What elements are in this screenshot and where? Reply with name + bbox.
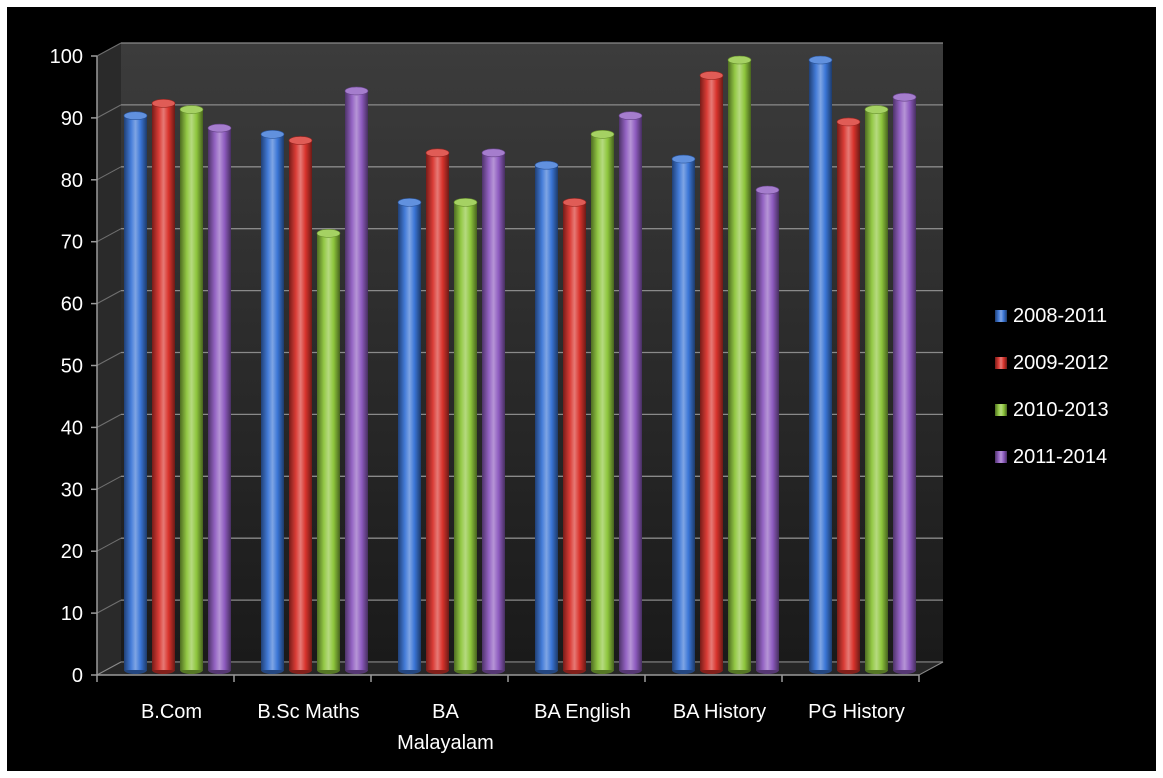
chart-svg: 0 10 20 30 40 50 60 70 80 90 100 B.Com B.Sc Maths BA… [50,42,1109,754]
bar [808,55,833,674]
x-tick-label: B.Com [141,701,202,723]
bar [671,154,696,674]
chart-frame: 0 10 20 30 40 50 60 70 80 90 100 B.Com B.Sc Maths BA… [7,7,1156,771]
y-tick-labels: 0 10 20 30 40 50 60 70 80 90 100 [50,46,83,687]
bar [344,86,369,674]
gridline-depth [96,475,122,490]
y-tick-label: 80 [61,170,83,192]
bar [453,198,478,674]
y-tick-label: 20 [61,541,83,563]
y-tick-label: 30 [61,479,83,501]
axes [91,55,920,682]
bar [179,105,204,674]
gridline-depth [96,166,122,181]
bar [123,111,148,674]
gridline-depth [96,537,122,552]
y-tick-label: 10 [61,603,83,625]
bar [590,129,615,674]
legend-item: 2008-2011 [995,305,1107,327]
bar [481,148,506,674]
bar [892,92,917,674]
legend-label: 2008-2011 [1013,305,1107,327]
x-tick-label: BA History [673,701,766,723]
legend-swatch [995,404,1007,416]
gridline-depth [96,104,122,119]
legend-swatch [995,451,1007,463]
bar [207,123,232,674]
bar [699,71,724,674]
y-tick-label: 100 [50,46,83,68]
bar [864,105,889,674]
x-tick-labels: B.Com B.Sc Maths BA Malayalam BA English BA H… [141,701,905,754]
gridline-depth [96,42,122,57]
bar [397,198,422,674]
x-tick-label: B.Sc Maths [257,701,359,723]
bar [425,148,450,674]
legend: 2008-2011 2009-2012 2010-2013 2011-2014 [995,305,1109,468]
y-tick-label: 90 [61,108,83,130]
legend-label: 2009-2012 [1013,352,1109,374]
legend-swatch [995,310,1007,322]
legend-swatch [995,357,1007,369]
bar [260,129,285,674]
x-tick-label: BA Malayalam [397,701,494,754]
bar [727,55,752,674]
bar [151,99,176,674]
legend-label: 2011-2014 [1013,446,1107,468]
legend-item: 2009-2012 [995,352,1109,374]
gridline-depth [96,352,122,366]
legend-item: 2010-2013 [995,399,1109,421]
bar [562,198,587,674]
legend-item: 2011-2014 [995,446,1107,468]
bar [836,117,861,674]
y-tick-label: 40 [61,417,83,439]
bar [755,185,780,674]
gridline-depth [96,413,122,428]
x-tick-label: BA English [534,701,631,723]
y-tick-label: 50 [61,356,83,378]
gridline-depth [96,290,122,305]
bar [288,136,313,674]
y-tick-label: 70 [61,232,83,254]
bars [123,55,917,674]
bar [534,160,559,674]
bar [316,229,341,674]
gridline-depth [96,599,122,614]
x-tick-label: PG History [808,701,905,723]
bar [618,111,643,674]
y-tick-label: 60 [61,294,83,316]
y-tick-label: 0 [72,665,83,687]
legend-label: 2010-2013 [1013,399,1109,421]
gridline-depth [96,228,122,243]
